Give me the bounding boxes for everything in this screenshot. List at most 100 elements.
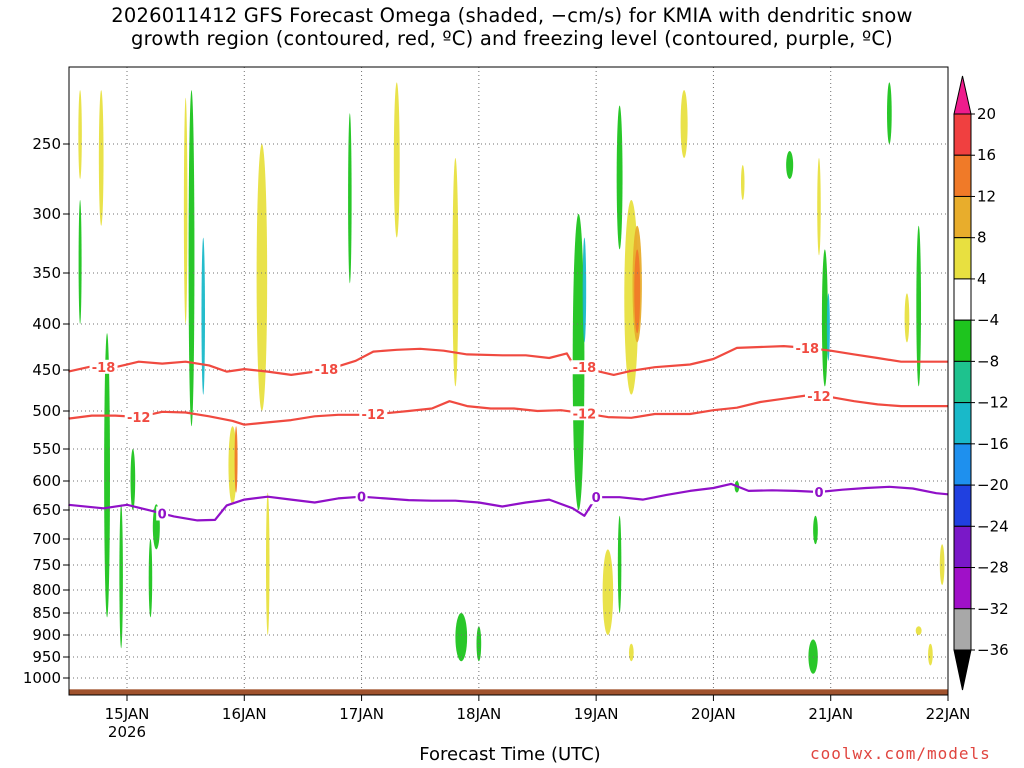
colorbar-label: −20	[977, 476, 1009, 494]
grid-lines	[69, 67, 949, 695]
colorbar-box	[953, 443, 972, 486]
omega-region	[348, 113, 352, 284]
colorbar-box	[953, 484, 972, 527]
y-tick-label: 750	[32, 556, 61, 574]
x-tick-label: 17JAN	[339, 705, 384, 723]
omega-region	[916, 225, 922, 387]
omega-region	[98, 90, 104, 226]
x-axis-ticks: 15JAN 16JAN 17JAN 18JAN 19JAN 20JAN 21JAN 22JAN…	[105, 695, 970, 741]
colorbar-box	[953, 525, 972, 569]
contour-label: -12	[362, 408, 386, 423]
colorbar-label: −8	[977, 352, 999, 370]
omega-region	[680, 90, 688, 158]
omega-region	[452, 158, 459, 387]
omega-region	[78, 90, 82, 179]
y-tick-label: 400	[32, 315, 61, 333]
contour-label-bg	[355, 489, 368, 504]
colorbar-label: −36	[977, 641, 1009, 659]
contour-label: -18	[315, 363, 339, 378]
y-tick-label: 950	[32, 648, 61, 666]
omega-region	[78, 200, 82, 324]
x-tick-label: 16JAN	[222, 705, 267, 723]
omega-region	[887, 82, 892, 144]
y-tick-label: 1000	[23, 669, 61, 687]
omega-region	[234, 426, 238, 493]
omega-region	[817, 158, 821, 256]
omega-region	[813, 515, 818, 545]
y-tick-label: 800	[32, 581, 61, 599]
omega-region	[119, 504, 123, 649]
omega-region	[928, 643, 933, 666]
contour-lines: -18 -18 -18 -18 -12 -12 -12 -12 0 0 0 0	[68, 340, 949, 522]
omega-region	[228, 426, 237, 505]
omega-region	[393, 82, 400, 238]
omega-region	[786, 151, 794, 179]
contour-label: -18	[796, 342, 820, 357]
colorbar-box	[953, 319, 972, 362]
contour-line	[68, 394, 948, 426]
x-tick-label: 15JAN	[105, 705, 150, 723]
y-axis-ticks: 250 300 350 400 450 500 550 600 650 700 750 800 850 9…	[23, 135, 69, 687]
omega-region	[634, 249, 641, 334]
title-line-2: growth region (contoured, red, ºC) and f…	[131, 27, 893, 50]
y-tick-label: 350	[32, 264, 61, 282]
colorbar-box	[953, 402, 972, 445]
colorbar-box	[953, 113, 972, 156]
omega-region	[915, 626, 922, 635]
colorbar-label: −4	[977, 311, 999, 329]
omega-region	[256, 144, 268, 411]
omega-region	[104, 333, 110, 618]
contour-label-bg	[156, 506, 169, 521]
omega-region	[602, 549, 614, 635]
contour-label-bg	[312, 362, 341, 377]
colorbar-label: 16	[977, 146, 996, 164]
colorbar-box	[953, 360, 972, 404]
contour-label-bg	[590, 490, 603, 505]
colorbar-label: 8	[977, 229, 987, 247]
contour-line	[68, 482, 949, 522]
contour-label-bg	[804, 389, 833, 404]
y-tick-label: 300	[32, 205, 61, 223]
omega-region	[904, 293, 910, 343]
colorbar-box	[953, 567, 972, 610]
colorbar-box	[953, 195, 972, 239]
y-tick-label: 500	[32, 402, 61, 420]
colorbar-label: 12	[977, 187, 996, 205]
contour-label: 0	[814, 486, 823, 501]
contour-label-bg	[89, 359, 118, 374]
colorbar-bottom-triangle	[953, 649, 972, 691]
omega-region	[616, 105, 623, 250]
terrain-fill	[69, 689, 948, 695]
colorbar-label: −28	[977, 559, 1009, 577]
omega-region	[740, 165, 745, 200]
contour-label: 0	[357, 491, 366, 506]
omega-region	[617, 515, 622, 614]
colorbar-box	[953, 154, 972, 197]
omega-region	[826, 293, 830, 361]
omega-region	[130, 449, 136, 510]
colorbar-label: 4	[977, 270, 987, 288]
contour-label-bg	[124, 410, 153, 425]
omega-region	[582, 237, 587, 343]
colorbar-box	[953, 608, 972, 651]
x-year-label: 2026	[108, 723, 146, 741]
omega-region	[188, 90, 195, 427]
colorbar-label: −12	[977, 394, 1009, 412]
colorbar-label: −24	[977, 517, 1009, 535]
x-tick-label: 19JAN	[574, 705, 619, 723]
omega-region	[201, 237, 205, 395]
y-tick-label: 250	[32, 135, 61, 153]
credit-link[interactable]: coolwx.com/models	[810, 744, 991, 763]
y-tick-label: 450	[32, 361, 61, 379]
y-tick-label: 650	[32, 501, 61, 519]
colorbar-box	[953, 278, 972, 321]
contour-label-bg	[793, 340, 822, 355]
omega-region	[183, 97, 188, 325]
omega-region	[148, 539, 153, 618]
colorbar: 20 16 12 8 4 −4 −8 −12 −16 −20 −24 −28 −32 −36	[953, 75, 1009, 691]
x-tick-label: 18JAN	[456, 705, 501, 723]
terrain-bar	[69, 689, 948, 695]
colorbar-label: 20	[977, 105, 996, 123]
title-line-1: 2026011412 GFS Forecast Omega (shaded, −…	[111, 4, 913, 27]
